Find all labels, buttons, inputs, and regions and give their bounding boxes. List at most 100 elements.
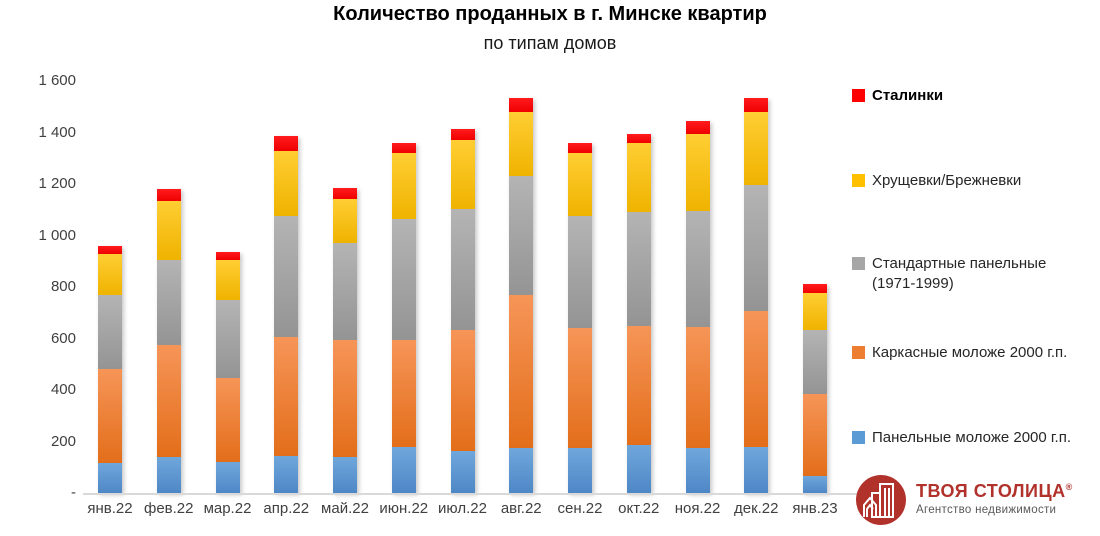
bar-segment [215, 462, 240, 493]
bar-июл.22 [450, 128, 475, 493]
bar-май.22 [333, 187, 357, 493]
bar-segment [391, 446, 416, 493]
y-axis-label: 1 000 [38, 226, 76, 244]
bar-янв.22 [98, 245, 122, 493]
bar-segment [333, 339, 357, 457]
y-axis-label: 200 [50, 432, 76, 450]
bar-июн.22 [391, 142, 416, 493]
legend-item-karkasnye: Каркасные моложе 2000 г.п. [852, 343, 1067, 363]
bar-segment [391, 142, 416, 154]
bar-дек.22 [744, 97, 769, 493]
x-axis-label: авг.22 [500, 500, 542, 517]
bar-segment [450, 128, 475, 141]
bar-segment [626, 212, 651, 326]
y-axis-label: - [71, 484, 76, 501]
bar-авг.22 [509, 97, 534, 493]
bar-segment [450, 208, 475, 330]
bar-segment [568, 153, 592, 217]
bar-segment [98, 463, 122, 493]
logo-brand-text: ТВОЯ СТОЛИЦА® [916, 481, 1073, 501]
bar-segment [568, 216, 592, 329]
bar-segment [685, 211, 710, 327]
bar-segment [156, 456, 181, 493]
chart-subtitle: по типам домов [483, 33, 617, 53]
bar-segment [568, 142, 592, 154]
x-axis-label: мар.22 [203, 500, 252, 517]
legend-item-standart-panel: Стандартные панельные (1971-1999) [852, 254, 1062, 294]
x-axis-label: ноя.22 [674, 500, 721, 517]
company-logo: ТВОЯ СТОЛИЦА® Агентство недвижимости [854, 468, 1094, 532]
legend-label: Панельные моложе 2000 г.п. [872, 429, 1071, 446]
bar-segment [803, 293, 827, 330]
bar-segment [685, 133, 710, 212]
x-axis-label: июн.22 [379, 500, 429, 517]
bar-segment [274, 455, 299, 493]
legend-item-khrushchevki: Хрущевки/Брежневки [852, 171, 1021, 191]
legend-marker-red [852, 89, 865, 102]
bar-segment [744, 311, 769, 447]
bar-segment [333, 456, 357, 493]
bar-segment [274, 136, 299, 151]
y-axis: 1 600 1 400 1 200 1 000 800 600 400 200 - [0, 72, 76, 501]
plot-area [85, 81, 855, 493]
x-axis-label: дек.22 [733, 500, 779, 517]
bar-segment [685, 447, 710, 493]
bar-segment [156, 259, 181, 345]
bar-мар.22 [215, 252, 240, 493]
x-axis-label: янв.23 [792, 500, 838, 517]
legend-item-stalinki: Сталинки [852, 86, 943, 106]
bar-segment [333, 199, 357, 244]
bar-segment [803, 284, 827, 294]
legend-marker-blue [852, 431, 865, 444]
bar-янв.23 [803, 284, 827, 493]
bar-segment [626, 133, 651, 143]
y-axis-label: 400 [50, 381, 76, 398]
x-axis-label: окт.22 [618, 500, 660, 517]
bar-апр.22 [274, 136, 299, 493]
bar-segment [509, 176, 534, 295]
legend-label: Каркасные моложе 2000 г.п. [872, 344, 1068, 361]
bar-segment [744, 185, 769, 312]
bar-segment [274, 150, 299, 217]
x-axis-line [83, 493, 857, 495]
x-axis-label: июл.22 [438, 500, 487, 517]
x-axis-label: янв.22 [87, 500, 133, 517]
bar-segment [626, 142, 651, 213]
bar-segment [509, 97, 534, 112]
bar-segment [215, 252, 240, 261]
bar-окт.22 [626, 133, 651, 493]
bar-segment [626, 445, 651, 493]
y-axis-label: 600 [50, 329, 76, 347]
bar-segment [274, 337, 299, 456]
bar-фев.22 [156, 189, 181, 493]
legend-label: Сталинки [872, 87, 944, 104]
bar-segment [274, 216, 299, 338]
bar-segment [391, 339, 416, 447]
x-axis-label: сен.22 [557, 500, 603, 517]
bar-сен.22 [568, 142, 592, 493]
bar-segment [98, 294, 122, 370]
bar-segment [391, 218, 416, 340]
bar-segment [391, 153, 416, 219]
bar-segment [215, 260, 240, 300]
y-axis-label: 1 600 [38, 72, 76, 89]
bar-segment [803, 476, 827, 493]
legend-marker-gray [852, 257, 865, 270]
bar-segment [685, 326, 710, 448]
logo-buildings-icon [856, 475, 906, 525]
bar-segment [803, 329, 827, 394]
legend-marker-orange [852, 346, 865, 359]
bar-segment [156, 200, 181, 260]
y-axis-label: 800 [50, 278, 76, 295]
bar-segment [744, 97, 769, 112]
registered-mark: ® [1065, 482, 1073, 492]
bar-segment [509, 111, 534, 177]
x-axis: янв.22 фев.22 мар.22 апр.22 май.22 июн.22 июл.… [85, 500, 855, 522]
bar-segment [568, 328, 592, 448]
logo-tagline: Агентство недвижимости [916, 504, 1057, 516]
bar-segment [803, 393, 827, 477]
bar-segment [744, 446, 769, 493]
legend-label: Стандартные панельные (1971-1999) [872, 255, 1047, 292]
x-axis-label: апр.22 [263, 500, 310, 517]
